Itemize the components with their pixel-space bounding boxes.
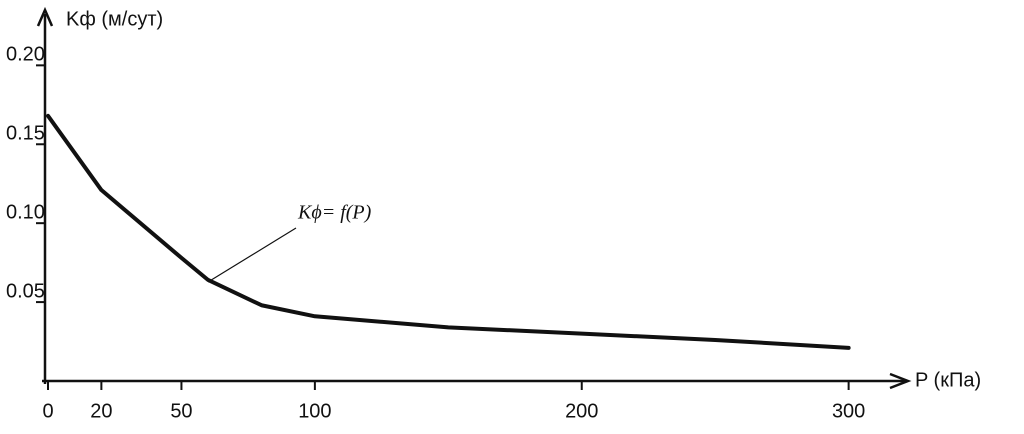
- y-axis-label: Kф (м/сут): [66, 8, 163, 30]
- x-tick-label: 200: [565, 400, 598, 422]
- annotation-leader: [207, 227, 297, 283]
- y-axis-arrow: [36, 6, 54, 27]
- x-tick-label: 100: [298, 400, 331, 422]
- x-axis-arrow: [889, 372, 912, 390]
- x-axis-label: P (кПа): [915, 369, 981, 391]
- x-tick-label: 300: [832, 400, 865, 422]
- x-tick-label: 50: [170, 400, 192, 422]
- annotation: Kϕ= f(P): [297, 202, 372, 224]
- y-tick-label: 0.20: [6, 44, 45, 66]
- x-tick-label: 0: [42, 400, 53, 422]
- y-tick-label: 0.05: [6, 280, 45, 302]
- data-line: [46, 113, 851, 350]
- y-tick-label: 0.10: [6, 201, 45, 223]
- x-tick-label: 20: [90, 400, 112, 422]
- y-tick-label: 0.15: [6, 123, 45, 145]
